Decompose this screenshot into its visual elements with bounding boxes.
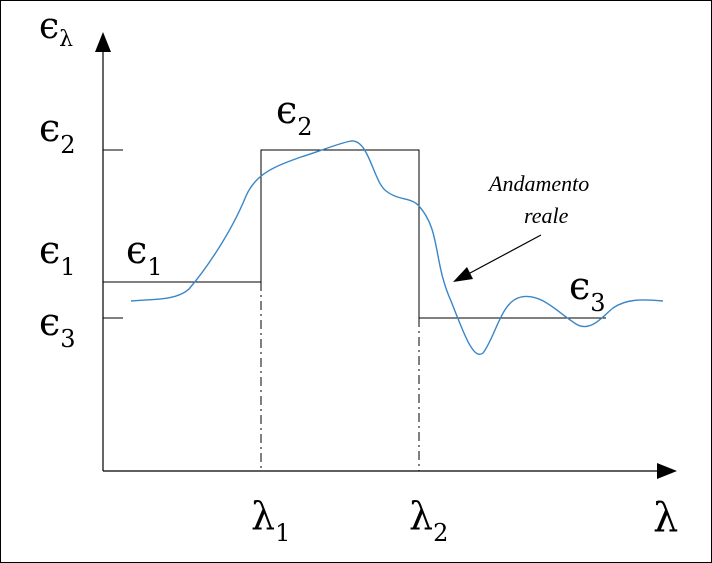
x-axis-label: λ xyxy=(653,495,678,541)
step-function xyxy=(103,149,606,319)
real-emissivity-curve xyxy=(130,140,664,356)
tick-label-eps2: ϵ2 xyxy=(39,106,76,159)
step-label-eps1: ϵ1 xyxy=(126,228,163,281)
tick-label-eps1: ϵ1 xyxy=(39,228,76,281)
y-axis-label: ϵλ xyxy=(39,6,73,52)
annotation-line2: reale xyxy=(524,203,569,228)
annotation-arrowhead xyxy=(453,267,473,282)
annotation-line1: Andamento xyxy=(487,171,589,196)
lambda1-label: λ1 xyxy=(251,494,290,547)
y-axis-arrowhead xyxy=(95,32,111,52)
lambda2-label: λ2 xyxy=(409,494,448,547)
annotation-arrow xyxy=(456,234,542,281)
tick-label-eps3: ϵ3 xyxy=(39,300,76,353)
step-label-eps3: ϵ3 xyxy=(569,264,606,317)
x-axis-arrowhead xyxy=(657,463,677,479)
step-label-eps2: ϵ2 xyxy=(276,88,313,141)
